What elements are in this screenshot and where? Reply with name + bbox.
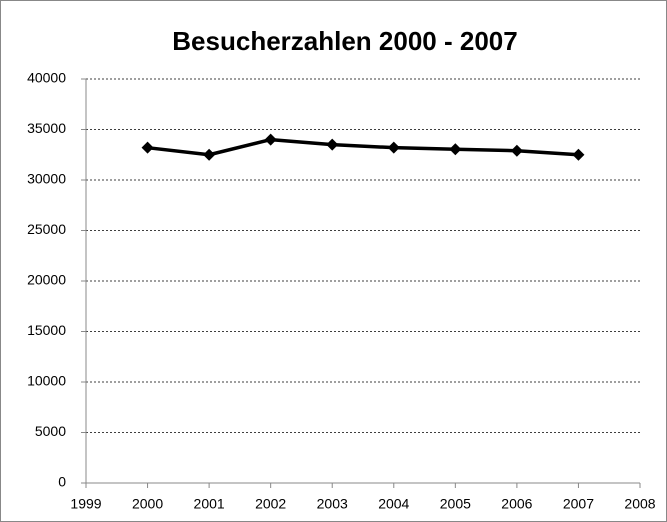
y-tick-label: 25000 [27,221,66,237]
x-tick-label: 2006 [501,496,532,512]
y-tick-label: 40000 [27,70,66,86]
data-point [510,144,523,157]
x-tick-label: 2000 [132,496,163,512]
x-tick-label: 2004 [378,496,409,512]
data-point [203,148,216,161]
y-tick-label: 0 [58,474,66,490]
data-point [326,138,339,151]
x-tick-label: 2002 [255,496,286,512]
y-tick-label: 35000 [27,120,66,136]
x-tick-label: 2005 [440,496,471,512]
data-point [264,133,277,146]
x-tick-label: 2007 [563,496,594,512]
data-point [572,148,585,161]
y-tick-label: 5000 [35,423,66,439]
x-tick-label: 1999 [70,496,101,512]
y-tick-label: 20000 [27,272,66,288]
x-tick-label: 2001 [194,496,225,512]
data-point [387,141,400,154]
data-point [141,141,154,154]
chart-title: Besucherzahlen 2000 - 2007 [172,26,517,56]
y-tick-label: 10000 [27,373,66,389]
y-tick-label: 30000 [27,171,66,187]
x-tick-label: 2003 [317,496,348,512]
series-line [147,137,579,157]
data-point [449,143,462,156]
y-tick-label: 15000 [27,322,66,338]
x-tick-label: 2008 [624,496,655,512]
